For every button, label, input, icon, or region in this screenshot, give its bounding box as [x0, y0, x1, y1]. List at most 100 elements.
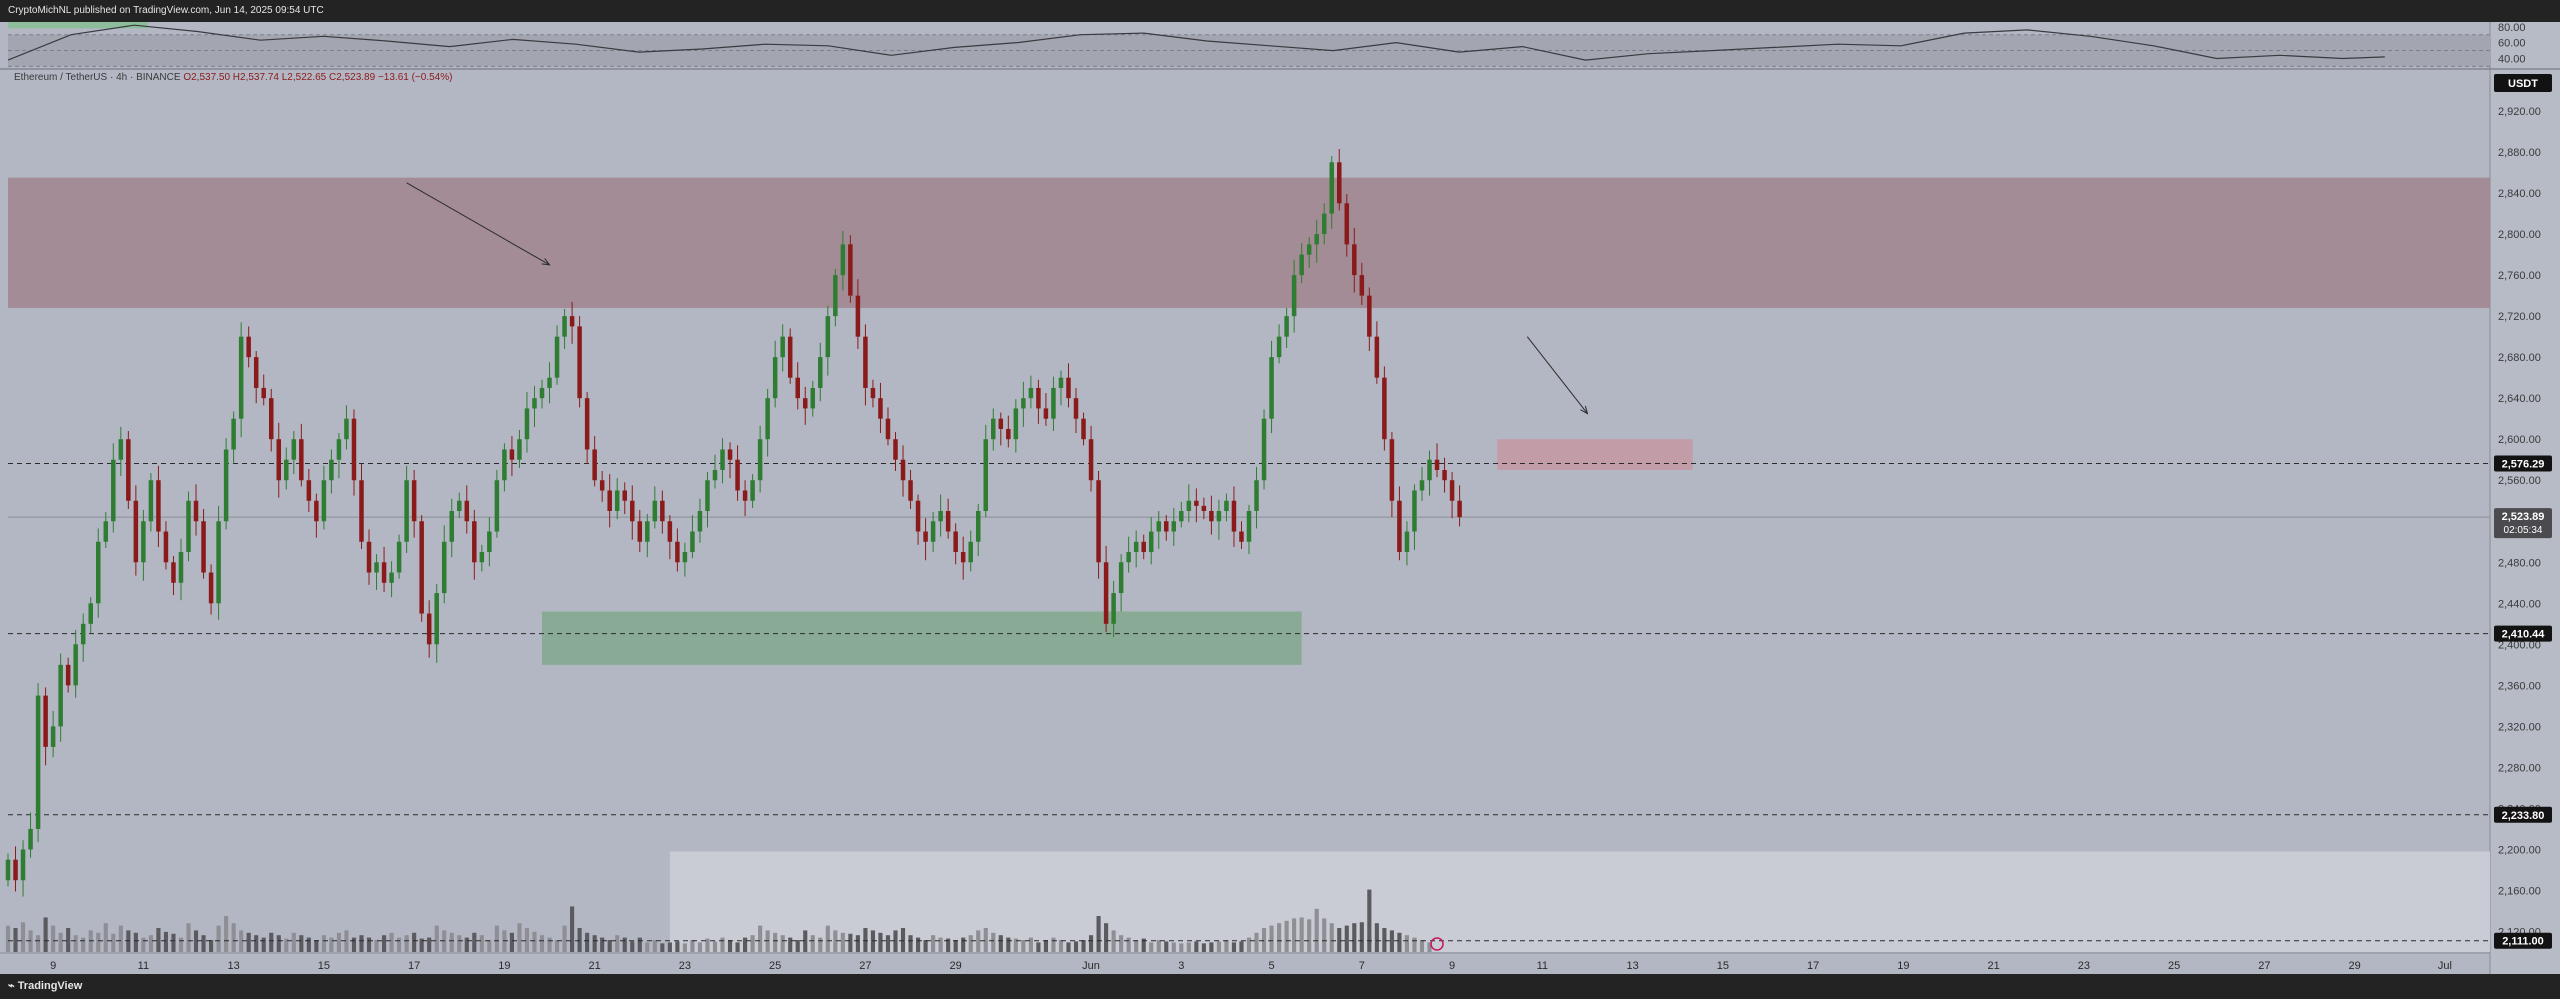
- candle-body: [306, 480, 312, 501]
- candle-body: [1179, 511, 1184, 522]
- candle-body: [1329, 162, 1334, 214]
- volume-bar: [306, 937, 311, 952]
- volume-bar: [660, 943, 665, 952]
- symbol-legend-part: O2,537.50: [181, 72, 231, 83]
- volume-bar: [479, 935, 484, 952]
- candle-body: [389, 572, 394, 583]
- candle-body: [58, 664, 63, 727]
- candle-body: [381, 562, 387, 583]
- volume-bar: [863, 928, 868, 952]
- candle-body: [1224, 500, 1229, 511]
- time-tick-label: 5: [1269, 960, 1275, 972]
- time-tick-label: 17: [408, 960, 420, 972]
- candle-body: [885, 418, 891, 440]
- time-tick-label: 21: [1987, 960, 1999, 972]
- candle-body: [705, 480, 710, 511]
- volume-bar: [269, 932, 274, 952]
- volume-bar: [1119, 935, 1124, 952]
- volume-bar: [1261, 928, 1267, 952]
- volume-bar: [795, 940, 800, 952]
- candle-body: [1216, 511, 1222, 522]
- volume-bar: [637, 937, 642, 952]
- volume-bar: [472, 932, 477, 952]
- candle-body: [20, 849, 26, 881]
- tradingview-logo[interactable]: ⌁ TradingView: [8, 974, 82, 999]
- volume-bar: [1277, 923, 1282, 952]
- level-label-box: [2494, 455, 2552, 472]
- candle-body: [1276, 336, 1282, 358]
- volume-bar: [524, 928, 530, 952]
- trend-arrow-head: [541, 258, 551, 266]
- currency-badge-box: [2494, 74, 2552, 92]
- volume-bar: [246, 932, 251, 952]
- candle-body: [584, 398, 590, 450]
- volume-bar: [1322, 918, 1327, 952]
- volume-bar: [487, 940, 492, 952]
- candle-body: [1321, 213, 1327, 235]
- volume-highlight-region: [669, 851, 2490, 952]
- candle-body: [1058, 377, 1064, 388]
- candle-body: [945, 511, 951, 532]
- volume-bar: [73, 935, 78, 952]
- volume-bar: [592, 935, 597, 952]
- volume-bar: [1284, 920, 1289, 952]
- candle-body: [1194, 500, 1199, 506]
- volume-bar: [1269, 925, 1274, 952]
- candle-body: [848, 244, 853, 296]
- volume-bar: [1179, 943, 1184, 952]
- candle-body: [660, 500, 665, 522]
- candle-body: [1209, 511, 1214, 522]
- candle-body: [1382, 377, 1387, 440]
- candle-body: [900, 459, 906, 481]
- candle-body: [1374, 336, 1380, 378]
- candle-body: [208, 572, 214, 604]
- candle-body: [1043, 408, 1049, 419]
- time-tick-label: 11: [1537, 960, 1548, 972]
- candle-body: [562, 316, 567, 337]
- volume-bar: [1352, 923, 1357, 952]
- candle-body: [870, 387, 876, 399]
- time-tick-label: 13: [228, 960, 240, 972]
- supply-zone: [8, 177, 2490, 308]
- candle-body: [825, 316, 831, 358]
- footer-bar: ⌁ TradingView: [0, 974, 2560, 999]
- candle-body: [246, 336, 251, 358]
- candle-body: [268, 398, 274, 440]
- time-tick-label: Jul: [2438, 960, 2452, 972]
- candle-body: [675, 541, 680, 563]
- price-tick-label: 2,800.00: [2498, 229, 2541, 241]
- price-tick-label: 2,600.00: [2498, 434, 2541, 446]
- candle-body: [1306, 244, 1312, 255]
- volume-bar: [562, 925, 567, 952]
- time-tick-label: 15: [318, 960, 330, 972]
- volume-bar: [216, 925, 221, 952]
- candle-body: [299, 439, 304, 481]
- candle-body: [43, 695, 48, 747]
- tradingview-logo-icon: ⌁: [8, 980, 18, 992]
- candle-body: [1442, 469, 1447, 481]
- candle-body: [968, 541, 973, 563]
- candle-body: [1299, 254, 1304, 276]
- candle-body: [1261, 418, 1267, 481]
- publisher-text: CryptoMichNL published on TradingView.co…: [8, 5, 324, 16]
- volume-bar: [893, 930, 898, 952]
- time-tick-label: 11: [138, 960, 149, 972]
- target-zone: [1497, 439, 1693, 470]
- volume-bar: [509, 932, 514, 952]
- chart-area[interactable]: 80.00 60.00 40.00 2,920.00 2,880.00 2,840.00 2…: [0, 22, 2560, 974]
- volume-bar: [156, 928, 161, 952]
- volume-bar: [148, 935, 153, 952]
- trend-arrow: [1526, 336, 1588, 414]
- volume-bar: [961, 937, 966, 952]
- candle-body: [65, 664, 71, 686]
- volume-bar: [517, 923, 522, 952]
- candle-body: [938, 511, 943, 522]
- candle-body: [682, 552, 688, 563]
- candle-body: [5, 859, 11, 881]
- volume-bar: [1201, 943, 1206, 952]
- level-label: 2,111.00: [2502, 936, 2544, 948]
- volume-bar: [58, 932, 63, 952]
- countdown-label: 02:05:34: [2504, 525, 2543, 536]
- candle-body: [95, 541, 101, 604]
- candle-body: [930, 521, 936, 542]
